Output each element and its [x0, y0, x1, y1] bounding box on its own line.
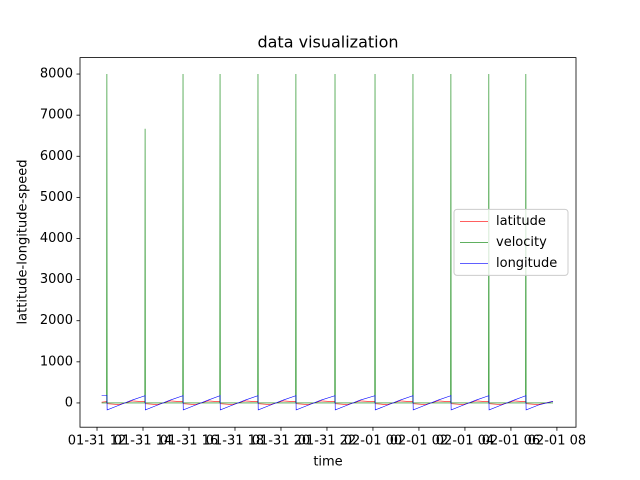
- x-tick-label: 02-01 04: [436, 434, 494, 449]
- y-tick-label: 7000: [40, 108, 73, 123]
- x-tick-label: 01-31 12: [68, 434, 126, 449]
- plot-frame: [79, 57, 577, 428]
- x-tick-label: 01-31 14: [114, 434, 172, 449]
- series-line: [101, 394, 554, 411]
- legend-box: [453, 208, 569, 276]
- x-tick-label: 01-31 16: [160, 434, 218, 449]
- x-tick-label: 02-01 06: [482, 434, 540, 449]
- y-tick-label: 5000: [40, 190, 73, 205]
- x-tick-label: 02-01 02: [390, 434, 448, 449]
- legend-label: longitude: [496, 256, 557, 271]
- chart-title: data visualization: [257, 33, 398, 52]
- legend-label: latitude: [496, 214, 546, 229]
- y-tick-label: 4000: [40, 231, 73, 246]
- y-tick-label: 8000: [40, 67, 73, 82]
- x-tick-label: 02-01 00: [344, 434, 402, 449]
- y-tick-label: 1000: [40, 354, 73, 369]
- x-tick-label: 01-31 18: [206, 434, 264, 449]
- y-tick-label: 2000: [40, 313, 73, 328]
- x-tick-label: 01-31 22: [298, 434, 356, 449]
- x-tick-label: 02-01 08: [528, 434, 586, 449]
- series-line: [101, 74, 554, 404]
- y-tick-label: 6000: [40, 149, 73, 164]
- x-tick-label: 01-31 20: [252, 434, 310, 449]
- x-axis-label: time: [313, 455, 342, 470]
- series-line: [101, 400, 554, 405]
- y-tick-label: 0: [65, 395, 73, 410]
- y-axis-label: lattitude-longitude-speed: [16, 160, 31, 325]
- legend-label: velocity: [496, 235, 547, 250]
- y-tick-label: 3000: [40, 272, 73, 287]
